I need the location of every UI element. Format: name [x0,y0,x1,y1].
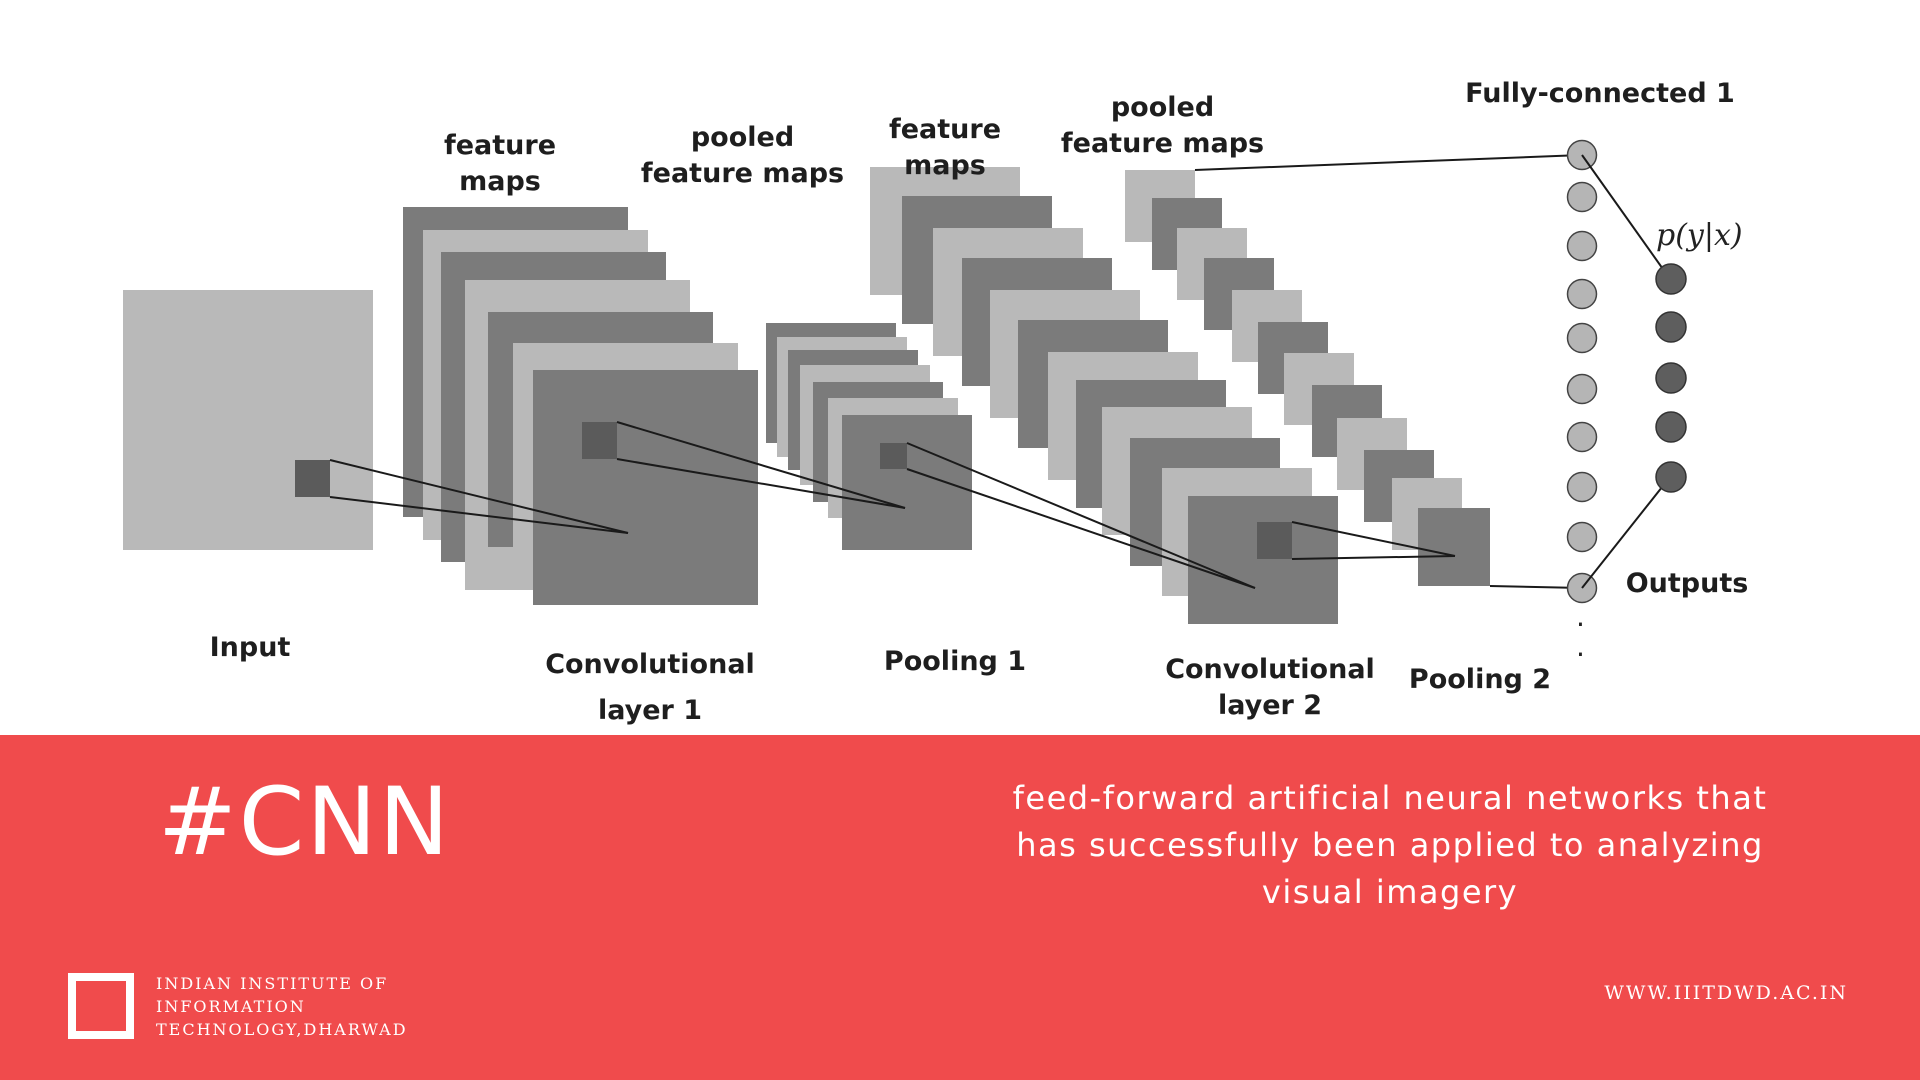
feature-maps-label-1: feature maps [443,130,557,197]
hashtag-title: #CNN [158,768,452,877]
output-node [1655,263,1687,295]
projection-line [329,459,629,534]
fc-node [1566,471,1598,503]
projection-line [906,468,1256,589]
institute-name-line-3: TECHNOLOGY,DHARWAD [156,1020,408,1039]
projection-line [616,458,906,509]
footer-banner: #CNN feed-forward artificial neural netw… [0,735,1920,1080]
feature-maps-label-2: feature maps [888,114,1002,181]
ellipsis-dots: · · [1576,608,1585,671]
pool2-feature-map [1418,508,1490,586]
projection-line [329,496,629,534]
fc-node [1566,373,1598,405]
fc-connection-line [1194,154,1583,171]
projection-line [616,421,906,509]
output-connection-line [1581,476,1671,589]
probability-label: p(y|x) [1656,218,1743,253]
outputs-label: Outputs [1625,568,1749,599]
description-text: feed-forward artificial neural networks … [1012,779,1768,911]
pool1-feature-map [842,415,972,550]
institute-name-line-2: INFORMATION [156,997,306,1016]
fc-node [1566,322,1598,354]
projection-line [906,442,1256,589]
fc-node [1566,181,1598,213]
conv1-receptive-field [582,422,617,459]
output-node [1655,411,1687,443]
square-outline-icon [68,973,134,1039]
website-link[interactable]: WWW.IIITDWD.AC.IN [1604,982,1848,1004]
conv1-feature-map [533,370,758,605]
cnn-diagram: feature maps pooled feature maps feature… [123,78,1749,726]
conv2-receptive-field [1257,522,1292,559]
pooled-feature-maps-label-2: pooled feature maps [1060,92,1265,159]
pooling-1-label: Pooling 1 [883,646,1027,677]
fc-node [1566,521,1598,553]
fully-connected-label: Fully-connected 1 [1465,78,1735,109]
conv-layer-1-label: Convolutional layer 1 [545,649,755,726]
pool1-receptive-field [880,443,907,469]
fc-connection-line [1489,585,1583,589]
projection-line [1291,521,1456,557]
output-connection-line [1581,154,1671,280]
fc-node [1566,278,1598,310]
conv-layer-2-label: Convolutional layer 2 [1165,654,1375,721]
fc-node [1566,421,1598,453]
output-node [1655,461,1687,493]
projection-line [1291,555,1456,560]
conv2-feature-map [1188,496,1338,624]
institute-name-line-1: INDIAN INSTITUTE OF [156,974,389,993]
input-receptive-field [295,460,330,497]
output-node [1655,311,1687,343]
input-image [123,290,373,550]
pooling-2-label: Pooling 2 [1408,664,1552,695]
input-label: Input [209,632,291,663]
fc-node [1566,230,1598,262]
output-node [1655,362,1687,394]
cnn-diagram-svg [123,139,1687,624]
pooled-feature-maps-label-1: pooled feature maps [640,122,845,189]
